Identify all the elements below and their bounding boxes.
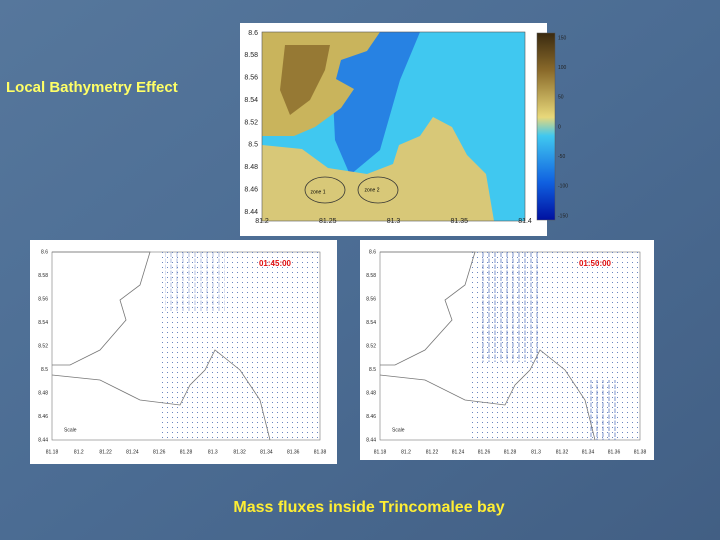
y-tick-label: 8.54 [38, 320, 48, 326]
colorbar-tick-label: 50 [558, 95, 564, 101]
plot-frame [261, 31, 526, 222]
x-tick-label: 81.3 [531, 449, 541, 455]
highland [280, 45, 330, 115]
y-tick-label: 8.46 [244, 186, 258, 193]
coastline [379, 251, 596, 441]
zone-label: zone 1 [310, 189, 325, 195]
y-tick-label: 8.58 [38, 273, 48, 279]
y-tick-label: 8.54 [366, 320, 376, 326]
x-tick-label: 81.38 [634, 449, 647, 455]
colorbar-tick-label: -150 [558, 213, 568, 219]
flux-figure: 8.6 8.58 8.56 8.54 8.52 8.5 8.48 8.46 8.44 81.18 8… [360, 240, 654, 460]
x-tick-label: 81.32 [556, 449, 569, 455]
y-tick-label: 8.56 [366, 296, 376, 302]
slide-title: Local Bathymetry Effect [6, 79, 178, 96]
x-tick-label: 81.2 [255, 218, 269, 225]
x-tick-label: 81.3 [208, 449, 218, 455]
slide-caption: Mass fluxes inside Trincomalee bay [233, 499, 504, 516]
y-tick-label: 8.58 [244, 52, 258, 59]
scale-label: Scale [392, 427, 405, 433]
x-tick-label: 81.18 [46, 449, 59, 455]
x-tick-label: 81.26 [478, 449, 491, 455]
y-tick-label: 8.52 [366, 343, 376, 349]
x-tick-label: 81.34 [582, 449, 595, 455]
colorbar [536, 32, 556, 221]
flux-vectors [590, 380, 620, 440]
y-tick-label: 8.46 [38, 414, 48, 420]
x-tick-label: 81.26 [153, 449, 166, 455]
flux-figure: 8.6 8.58 8.56 8.54 8.52 8.5 8.48 8.46 8.44 81.18 8… [30, 240, 337, 464]
colorbar-tick-label: 100 [558, 65, 567, 71]
y-tick-label: 8.5 [41, 367, 48, 373]
y-tick-label: 8.46 [366, 414, 376, 420]
x-tick-label: 81.22 [99, 449, 112, 455]
y-tick-label: 8.6 [248, 30, 258, 37]
y-tick-label: 8.48 [244, 164, 258, 171]
y-tick-label: 8.44 [244, 209, 258, 216]
scale-label: Scale [64, 427, 77, 433]
y-tick-label: 8.54 [244, 97, 258, 104]
timestamp: 01:45:00 [259, 259, 292, 268]
x-tick-label: 81.18 [374, 449, 387, 455]
colorbar-tick-label: -100 [558, 184, 568, 190]
x-tick-label: 81.38 [314, 449, 327, 455]
x-tick-label: 81.25 [319, 218, 337, 225]
x-tick-label: 81.28 [180, 449, 193, 455]
colorbar-tick-label: 150 [558, 35, 567, 41]
y-tick-label: 8.44 [38, 437, 48, 443]
y-tick-label: 8.5 [369, 367, 376, 373]
y-tick-label: 8.52 [38, 343, 48, 349]
x-tick-label: 81.22 [426, 449, 439, 455]
zone-circle [357, 176, 399, 204]
zone-circle [304, 176, 346, 204]
x-tick-label: 81.2 [401, 449, 411, 455]
y-tick-label: 8.48 [366, 390, 376, 396]
x-tick-label: 81.36 [608, 449, 621, 455]
y-tick-label: 8.6 [41, 249, 48, 255]
x-tick-label: 81.24 [126, 449, 139, 455]
colorbar-tick-label: -50 [558, 154, 565, 160]
x-tick-label: 81.2 [74, 449, 84, 455]
y-tick-label: 8.44 [366, 437, 376, 443]
y-tick-label: 8.56 [38, 296, 48, 302]
x-tick-label: 81.28 [504, 449, 517, 455]
y-tick-label: 8.52 [244, 119, 258, 126]
y-tick-label: 8.56 [244, 75, 258, 82]
y-tick-label: 8.5 [248, 142, 258, 149]
timestamp: 01:50:00 [579, 259, 612, 268]
x-tick-label: 81.32 [233, 449, 246, 455]
land-south [262, 117, 494, 221]
x-tick-label: 81.36 [287, 449, 300, 455]
flux-vectors [480, 252, 540, 362]
bathymetry-figure: zone 1 zone 2 8.6 8.58 8.56 8.54 8.52 8.5 8.48… [240, 23, 568, 236]
x-tick-label: 81.35 [450, 218, 468, 225]
zone-label: zone 2 [364, 187, 379, 193]
x-tick-label: 81.4 [518, 218, 532, 225]
y-tick-label: 8.6 [369, 249, 376, 255]
flux-vectors [165, 252, 225, 312]
y-tick-label: 8.58 [366, 273, 376, 279]
y-tick-label: 8.48 [38, 390, 48, 396]
coastline [51, 251, 271, 441]
x-tick-label: 81.34 [260, 449, 273, 455]
deep-channel [330, 32, 420, 175]
colorbar-tick-label: 0 [558, 124, 561, 130]
x-tick-label: 81.24 [452, 449, 465, 455]
x-tick-label: 81.3 [387, 218, 401, 225]
